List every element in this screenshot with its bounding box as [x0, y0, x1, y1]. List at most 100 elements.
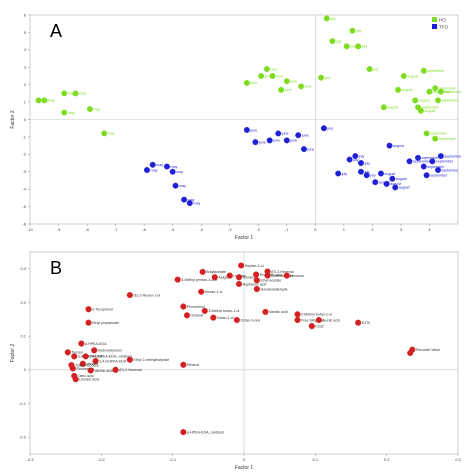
point-marker [315, 316, 322, 324]
point-label: Hexanal [290, 274, 303, 278]
point-marker [320, 125, 327, 132]
point-b-0-23: 2-Methyl butan-1-ol [294, 311, 332, 318]
point-label: september [442, 168, 460, 172]
x-tick-label: 0.2 [384, 457, 390, 462]
point-label: june [281, 132, 289, 136]
point-marker [263, 66, 270, 72]
point-marker [198, 288, 205, 295]
point-a-1-0: may [144, 167, 158, 173]
point-marker [186, 200, 193, 207]
chart-a: -10 -9 -8 -7 -6 -5 -4 -3 -2 -1 0 1 2 3 4-6-5-4-3-2-101… [10, 12, 462, 241]
point-marker [226, 272, 233, 279]
panel-label-a: A [50, 21, 62, 41]
point-marker [181, 196, 188, 203]
point-marker [92, 358, 99, 365]
y-tick-label: 2 [24, 82, 27, 87]
point-label: may [156, 163, 163, 167]
x-tick-label: 1 [343, 227, 346, 232]
point-marker [283, 272, 290, 279]
point-b-0-6: Heptan-2-ol [238, 262, 264, 269]
point-label: august [385, 172, 396, 176]
point-label: Vanillin [86, 362, 97, 366]
point-label: july [326, 127, 333, 131]
point-a-1-14: july [320, 125, 333, 132]
point-b-0-19: 3-Methyl butan-1-ol [201, 307, 240, 314]
point-a-0-8: june [258, 73, 272, 79]
point-b-0-14: (E)-2-Hexen-1-ol [126, 292, 160, 299]
point-b-0-25: Acetic acid [315, 316, 340, 324]
x-tick-label: -0.3 [27, 457, 35, 462]
x-tick-label: -5 [171, 227, 175, 232]
point-marker [366, 66, 373, 72]
point-label: Ethanol [187, 363, 199, 367]
point-marker [211, 274, 218, 281]
point-a-1-5: may [181, 196, 195, 203]
point-b-0-33: 3,4-DHPEA-EA [71, 353, 103, 360]
point-label: june [275, 74, 283, 78]
point-marker [82, 353, 89, 360]
y-tick-label: 0.3 [20, 266, 26, 271]
point-marker [363, 172, 370, 179]
point-label: september [427, 69, 445, 73]
point-label: Linoleic acid [79, 378, 99, 382]
point-marker [415, 154, 422, 161]
point-marker [87, 367, 94, 374]
point-marker [72, 90, 79, 97]
point-label: june [307, 147, 315, 151]
point-marker [275, 130, 282, 137]
point-b-0-17: Ethyl propanoate [85, 319, 119, 326]
x-tick-label: 0.3 [455, 457, 461, 462]
point-a-0-3: may [72, 90, 86, 97]
point-label: K270 [362, 321, 370, 325]
point-label: may [68, 92, 75, 96]
point-a-1-19: july [358, 168, 370, 175]
point-label: may [94, 107, 101, 111]
x-tick-label: -7 [114, 227, 118, 232]
point-label: september [430, 174, 448, 178]
point-b-0-38: Pinoresinol [69, 365, 94, 372]
x-tick-label: -9 [57, 227, 61, 232]
point-label: may [188, 198, 195, 202]
point-marker [432, 85, 439, 92]
ticks-a: -10 -9 -8 -7 -6 -5 -4 -3 -2 -1 0 1 2 3 4-6-5-4-3-2-101… [22, 12, 431, 232]
point-label: Octanal [191, 314, 204, 318]
point-marker [85, 319, 92, 326]
point-label: july [349, 45, 356, 49]
y-tick-label: -2 [22, 152, 26, 157]
point-b-0-12: Isovaleraldehyde [253, 285, 288, 293]
point-label: july [372, 67, 379, 71]
point-label: july [358, 154, 365, 158]
point-marker [180, 429, 187, 436]
point-a-0-12: june [278, 86, 291, 93]
point-b-0-45: p-HPEA-EDA, oxidised [180, 429, 224, 436]
point-a-0-6: may [101, 130, 115, 137]
point-b-0-29 [407, 349, 414, 357]
point-b-0-9: Butanoic acid [264, 272, 293, 279]
point-a-0-16: july [329, 38, 342, 45]
point-label: (E)-2-Hexen-1-ol [133, 293, 160, 297]
point-label: july [364, 161, 371, 165]
point-b-0-5: Heptanoic acid [235, 280, 267, 288]
point-label: Pinoresinol [187, 305, 205, 309]
point-marker [85, 306, 92, 313]
point-label: p-HPEA-EDA, oxidised [187, 430, 224, 434]
point-a-0-13: june [298, 83, 311, 90]
point-a-0-26: september [420, 67, 445, 74]
point-b-0-26: K232 [308, 323, 324, 330]
point-label: may [176, 170, 183, 174]
point-marker [349, 27, 356, 34]
point-label: Heptanoic acid [243, 282, 267, 286]
y-tick-label: 1 [24, 99, 27, 104]
point-marker [298, 83, 305, 90]
x-axis-label-a: Factor 1 [235, 235, 254, 241]
point-a-0-9: june [263, 66, 277, 72]
point-label: Pinoresinol [76, 367, 94, 371]
point-marker [269, 73, 276, 79]
point-label: july [369, 174, 376, 178]
x-tick-label: -1 [285, 227, 289, 232]
point-label: september [427, 165, 445, 169]
y-axis-label-b: Factor 2 [10, 344, 16, 363]
point-marker [318, 74, 324, 81]
point-marker [253, 271, 260, 278]
point-a-0-1: may [41, 97, 55, 104]
